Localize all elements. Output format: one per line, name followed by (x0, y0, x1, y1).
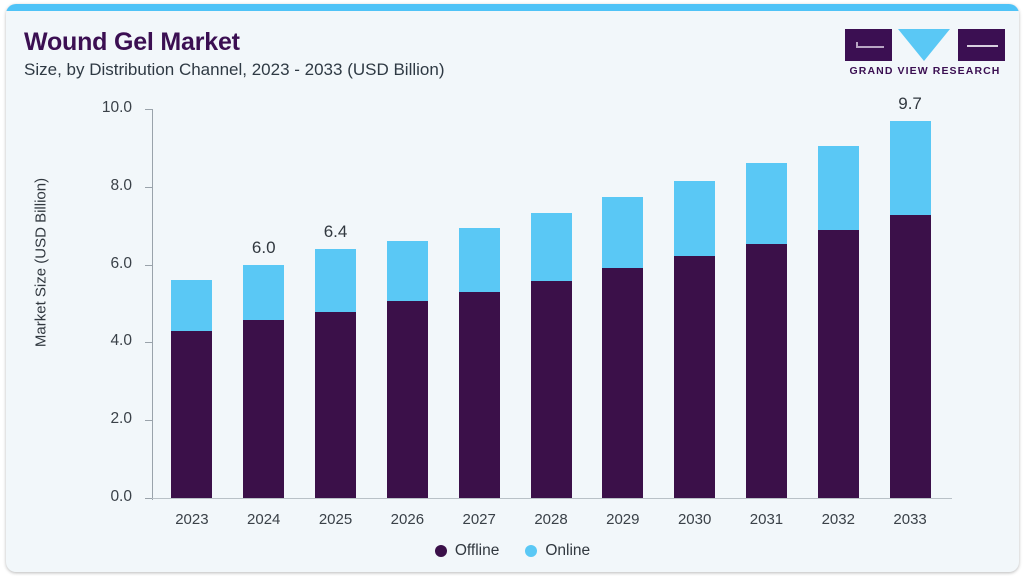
chart-legend: Offline Online (6, 538, 1019, 564)
y-axis-tick-mark (145, 498, 152, 499)
legend-label: Online (545, 542, 591, 559)
bar-segment-online[interactable] (889, 120, 931, 215)
bar-segment-offline[interactable] (458, 291, 500, 498)
bar-value-label: 6.4 (323, 222, 348, 242)
bar-segment-offline[interactable] (602, 268, 644, 498)
x-axis-tick-label: 2033 (893, 511, 927, 528)
x-axis-tick-label: 2030 (677, 511, 712, 528)
y-axis-tick-label: 2.0 (110, 410, 132, 428)
y-axis-tick-label: 4.0 (110, 332, 132, 350)
accent-top-bar (6, 4, 1019, 11)
logo-triangle-v-icon (898, 29, 950, 61)
brand-logo: GRAND VIEW RESEARCH (845, 29, 1005, 85)
logo-text: GRAND VIEW RESEARCH (849, 65, 1001, 77)
bar-segment-offline[interactable] (674, 255, 716, 498)
y-axis-line (152, 109, 153, 500)
bar-segment-online[interactable] (315, 249, 357, 313)
bar-segment-offline[interactable] (315, 312, 357, 498)
chart-card: Wound Gel Market Size, by Distribution C… (6, 4, 1019, 572)
x-axis-line (152, 498, 952, 499)
bar-segment-offline[interactable] (171, 330, 213, 498)
chart-plot-area: Market Size (USD Billion) 0.0 2.0 4.0 6.0 8.… (6, 4, 1019, 572)
bar-segment-online[interactable] (530, 212, 572, 281)
x-axis-tick-label: 2023 (175, 511, 209, 528)
bar-segment-online[interactable] (745, 163, 787, 244)
y-axis-tick-mark (145, 420, 152, 422)
y-axis-tick-label: 10.0 (101, 99, 132, 116)
x-axis-tick-label: 2028 (534, 511, 568, 528)
legend-item-online[interactable]: Online (525, 542, 590, 560)
bar-segment-offline[interactable] (889, 214, 931, 498)
bar-segment-offline[interactable] (745, 243, 787, 498)
x-axis-tick-label: 2027 (462, 511, 496, 528)
bar-value-label: 9.7 (898, 93, 922, 113)
legend-label: Offline (454, 542, 500, 559)
y-axis-label: Market Size (USD Billion) (32, 177, 50, 348)
bar-segment-online[interactable] (386, 241, 428, 301)
chart-header: Wound Gel Market Size, by Distribution C… (6, 11, 1019, 93)
logo-square-g-icon (845, 29, 892, 61)
legend-swatch-icon (525, 545, 538, 557)
bar-segment-offline[interactable] (243, 320, 285, 498)
y-axis-tick-mark (145, 264, 152, 266)
page-title: Wound Gel Market (24, 28, 240, 56)
bar-segment-online[interactable] (243, 264, 285, 321)
legend-item-offline[interactable]: Offline (434, 542, 500, 560)
logo-marks (845, 29, 1005, 61)
bar-segment-offline[interactable] (817, 229, 859, 498)
y-axis-tick-label: 8.0 (110, 176, 132, 194)
bar-segment-online[interactable] (171, 280, 213, 331)
logo-square-r-icon (958, 29, 1005, 61)
x-axis-tick-label: 2032 (821, 511, 855, 528)
y-axis-tick-mark (145, 109, 152, 110)
x-axis-tick-label: 2031 (749, 511, 784, 528)
x-axis-tick-label: 2029 (606, 511, 640, 528)
bar-segment-offline[interactable] (530, 280, 572, 498)
y-axis-tick-mark (145, 342, 152, 344)
x-axis-tick-label: 2025 (318, 511, 353, 528)
bar-segment-online[interactable] (602, 197, 644, 269)
x-axis-tick-label: 2026 (390, 511, 425, 528)
bar-segment-offline[interactable] (386, 300, 428, 498)
legend-swatch-icon (434, 545, 447, 557)
bar-segment-online[interactable] (817, 145, 859, 230)
page-subtitle: Size, by Distribution Channel, 2023 - 20… (24, 60, 445, 79)
y-axis-tick-label: 6.0 (110, 254, 132, 272)
bar-segment-online[interactable] (458, 227, 500, 292)
bar-value-label: 6.0 (251, 237, 276, 257)
y-axis-tick-mark (145, 186, 152, 188)
y-axis-tick-label: 0.0 (110, 488, 132, 505)
x-axis-tick-label: 2024 (247, 511, 281, 528)
bar-segment-online[interactable] (674, 180, 716, 256)
